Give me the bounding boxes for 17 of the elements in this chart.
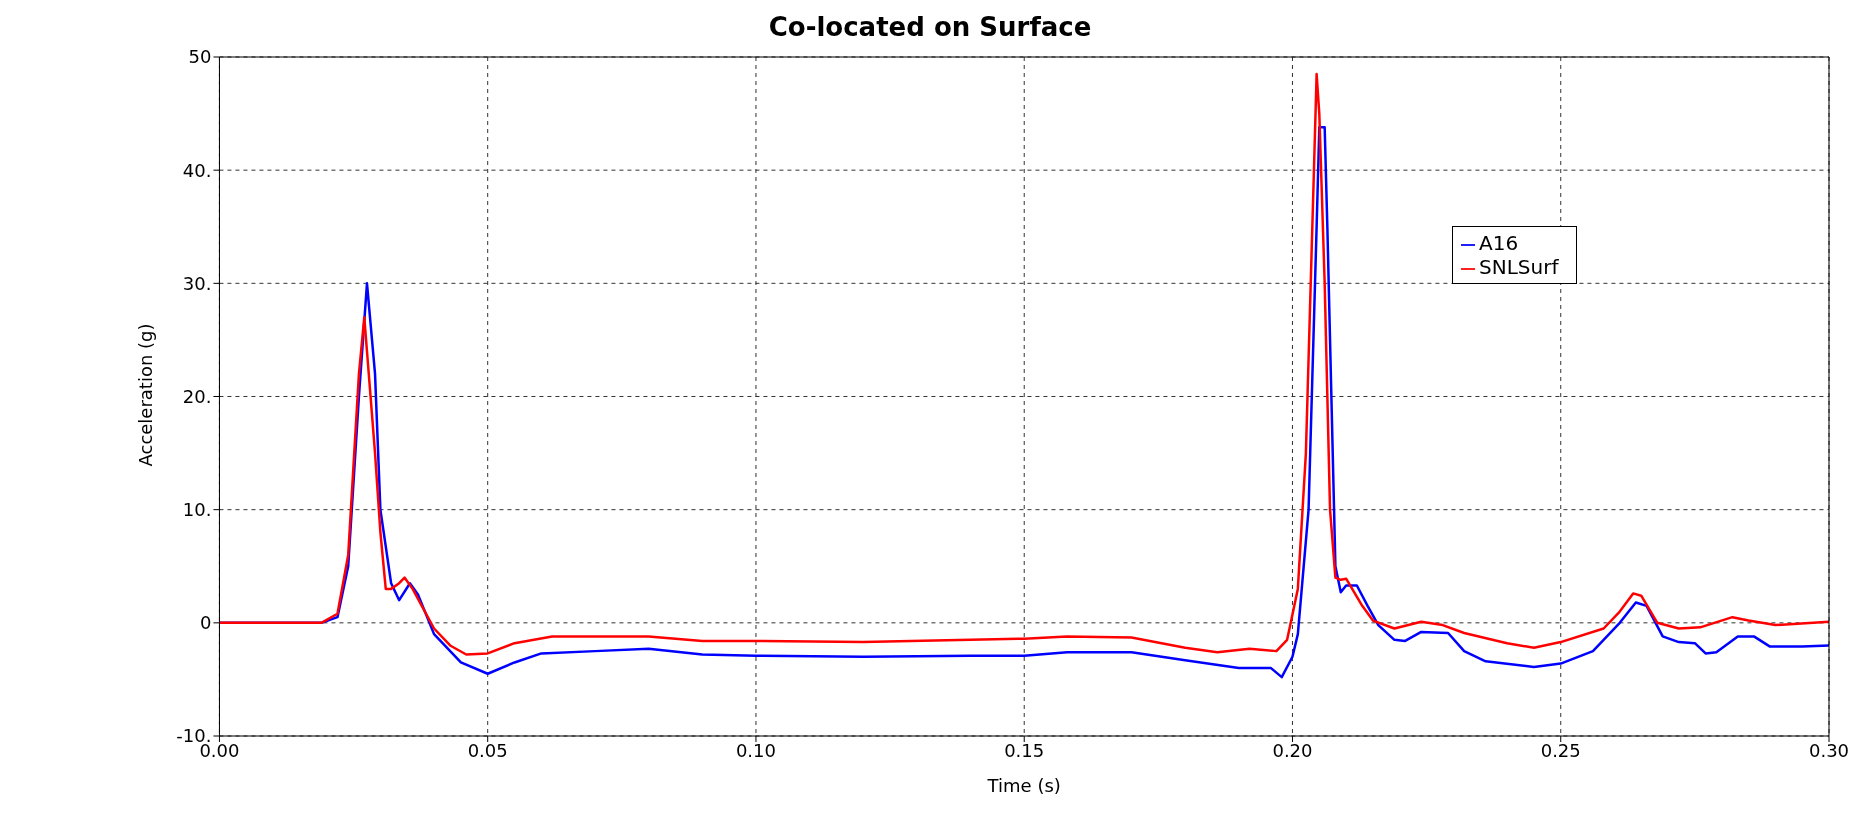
legend-label: A16 <box>1479 231 1519 255</box>
x-tick-label: 0.30 <box>1808 739 1850 761</box>
x-tick-label: 0.05 <box>467 739 508 761</box>
y-tick-label: 40. <box>182 159 212 181</box>
x-tick-label: 0.10 <box>735 739 776 761</box>
x-tick-label: 0.25 <box>1540 739 1581 761</box>
y-tick-label: 30. <box>182 272 212 294</box>
legend-label: SNLSurf <box>1479 255 1559 279</box>
y-tick-label: 0 <box>199 612 212 634</box>
chart-title: Co-located on Surface <box>767 11 1093 44</box>
y-tick-label: 10. <box>182 499 212 521</box>
y-axis-title: Acceleration (g) <box>134 323 156 467</box>
x-tick-label: 0.15 <box>1004 739 1045 761</box>
y-tick-label: 20. <box>182 385 212 407</box>
y-tick-label: 50 <box>188 46 212 68</box>
x-tick-label: 0.20 <box>1272 739 1313 761</box>
x-axis-title: Time (s) <box>986 775 1061 796</box>
